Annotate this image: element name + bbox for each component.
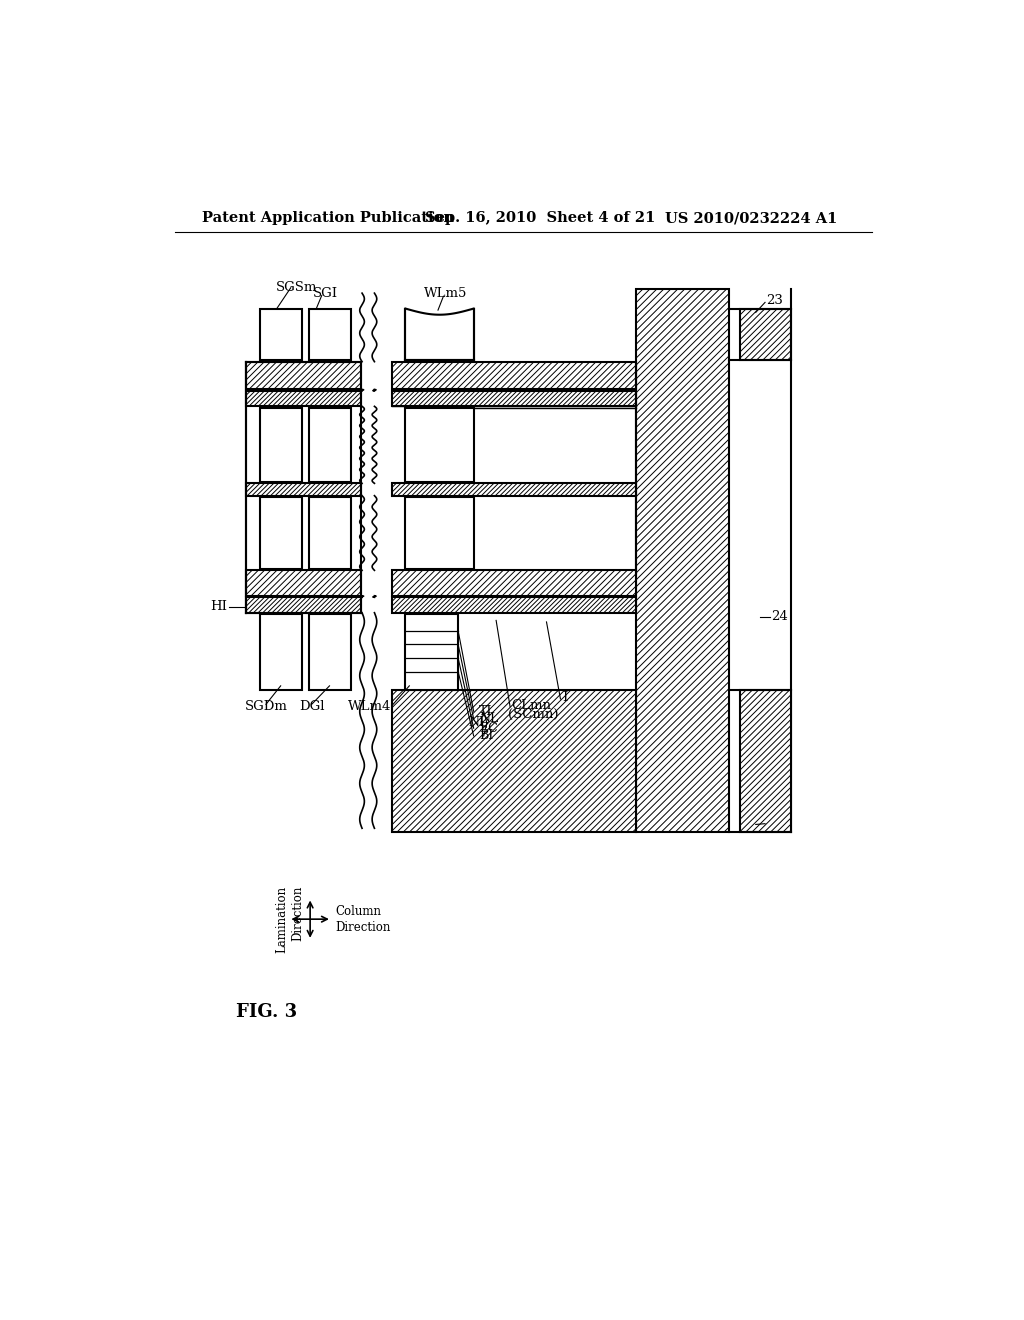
- Text: Column
Direction: Column Direction: [335, 904, 390, 933]
- Text: 24: 24: [771, 610, 788, 623]
- Text: SGDm: SGDm: [245, 700, 288, 713]
- Bar: [246, 570, 360, 595]
- Text: BI: BI: [479, 730, 494, 742]
- Bar: [406, 498, 474, 569]
- Text: 23: 23: [766, 816, 782, 829]
- Bar: [308, 309, 351, 360]
- Text: SGSm: SGSm: [276, 281, 317, 294]
- Bar: [406, 309, 474, 360]
- Bar: [260, 408, 302, 482]
- Bar: [391, 689, 636, 832]
- Text: I: I: [562, 690, 567, 704]
- Bar: [308, 408, 351, 482]
- Text: WLm5: WLm5: [424, 286, 467, 300]
- Text: Lamination
Direction: Lamination Direction: [274, 886, 304, 953]
- Bar: [391, 570, 636, 595]
- Bar: [391, 483, 636, 496]
- Text: SGI: SGI: [313, 286, 338, 300]
- Bar: [740, 689, 791, 832]
- Text: CLmn: CLmn: [512, 698, 552, 711]
- Bar: [260, 614, 302, 689]
- Text: TI: TI: [479, 705, 493, 718]
- Text: Patent Application Publication: Patent Application Publication: [202, 211, 454, 226]
- Text: HI: HI: [210, 601, 227, 612]
- Bar: [391, 362, 636, 389]
- Text: EC: EC: [479, 722, 498, 735]
- Bar: [406, 408, 474, 482]
- Text: FIG. 3: FIG. 3: [237, 1003, 298, 1020]
- Bar: [308, 498, 351, 569]
- Bar: [260, 498, 302, 569]
- Text: NL: NL: [468, 717, 487, 730]
- Text: US 2010/0232224 A1: US 2010/0232224 A1: [665, 211, 838, 226]
- Text: WLm4: WLm4: [348, 700, 391, 713]
- Bar: [246, 483, 360, 496]
- Text: Sep. 16, 2010  Sheet 4 of 21: Sep. 16, 2010 Sheet 4 of 21: [425, 211, 655, 226]
- Bar: [740, 309, 791, 360]
- Text: DGl: DGl: [299, 700, 325, 713]
- Bar: [246, 391, 360, 407]
- Bar: [636, 289, 729, 832]
- Text: 23: 23: [766, 294, 782, 308]
- Bar: [246, 597, 360, 612]
- Text: NL: NL: [479, 713, 499, 726]
- Bar: [308, 614, 351, 689]
- Bar: [391, 597, 636, 612]
- Text: (SCmn): (SCmn): [508, 708, 558, 721]
- Bar: [391, 391, 636, 407]
- Bar: [406, 614, 458, 689]
- Bar: [260, 309, 302, 360]
- Bar: [246, 362, 360, 389]
